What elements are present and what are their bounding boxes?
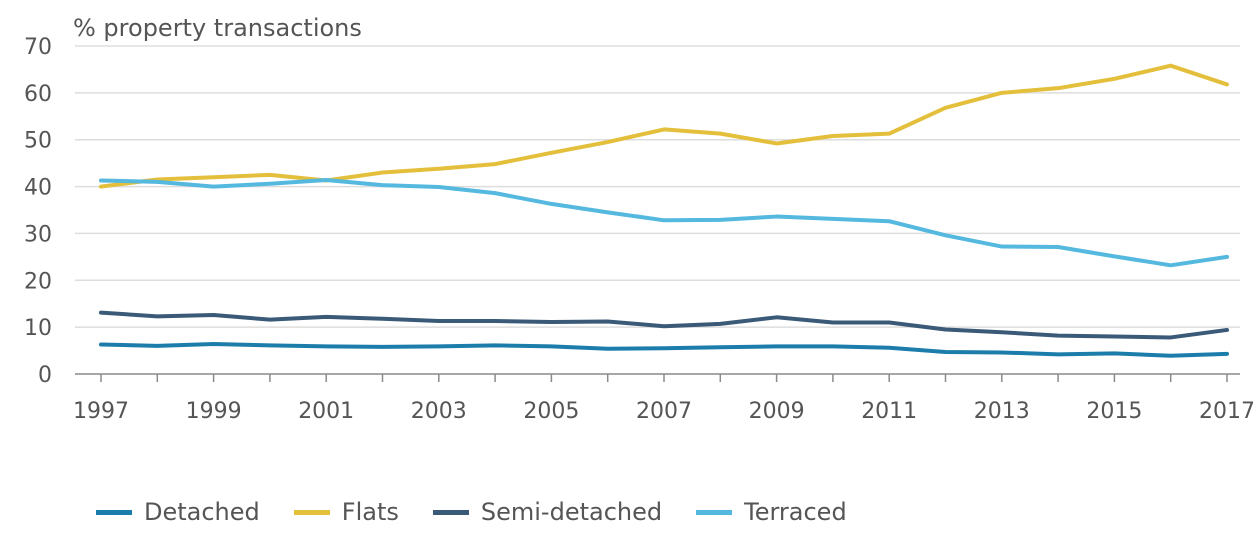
- legend-swatch-semi-detached: [432, 509, 469, 515]
- x-tick-label: 1997: [73, 399, 129, 424]
- legend-item-terraced: Terraced: [696, 498, 847, 526]
- legend-item-semi-detached: Semi-detached: [432, 498, 663, 526]
- legend-swatch-terraced: [696, 509, 733, 515]
- y-tick-label: 60: [24, 82, 52, 107]
- y-tick-label: 30: [24, 222, 52, 247]
- legend-swatch-detached: [96, 509, 132, 515]
- x-tick-label: 2005: [523, 399, 579, 424]
- axes: 0 10 20 30 40 50 60 70 1997 1999 2001 2003 2005 2007 2…: [24, 35, 1255, 424]
- x-tick-label: 2011: [861, 399, 917, 424]
- y-tick-label: 0: [38, 363, 52, 388]
- x-tick-label: 2017: [1199, 399, 1255, 424]
- x-tick-label: 2013: [974, 399, 1030, 424]
- y-axis-label: % property transactions: [73, 14, 362, 42]
- legend-label-flats: Flats: [341, 498, 399, 526]
- legend-item-detached: Detached: [96, 498, 260, 526]
- legend-label-detached: Detached: [144, 498, 260, 526]
- legend-label-semi-detached: Semi-detached: [480, 498, 663, 526]
- x-tick-label: 2001: [298, 399, 354, 424]
- x-tick-label: 2003: [411, 399, 467, 424]
- y-tick-label: 10: [24, 316, 52, 341]
- legend-item-flats: Flats: [293, 498, 399, 526]
- x-tick-label: 2007: [636, 399, 692, 424]
- series-line-terraced: [99, 178, 1229, 268]
- y-tick-label: 50: [24, 129, 52, 154]
- y-tick-label: 20: [24, 269, 52, 294]
- legend-swatch-flats: [293, 509, 330, 515]
- series-line-detached: [99, 342, 1229, 358]
- y-tick-label: 40: [24, 176, 52, 201]
- gridlines: [75, 45, 1240, 328]
- series-line-flats: [99, 63, 1229, 189]
- x-tick-label: 2015: [1086, 399, 1142, 424]
- x-tick-label: 1999: [186, 399, 242, 424]
- legend-label-terraced: Terraced: [744, 498, 847, 526]
- series-lines: [99, 63, 1229, 358]
- x-tick-label: 2009: [749, 399, 805, 424]
- legend: Detached Flats Semi-detached Terraced: [96, 498, 881, 526]
- y-tick-label: 70: [24, 35, 52, 60]
- series-line-semi-detached: [99, 310, 1229, 340]
